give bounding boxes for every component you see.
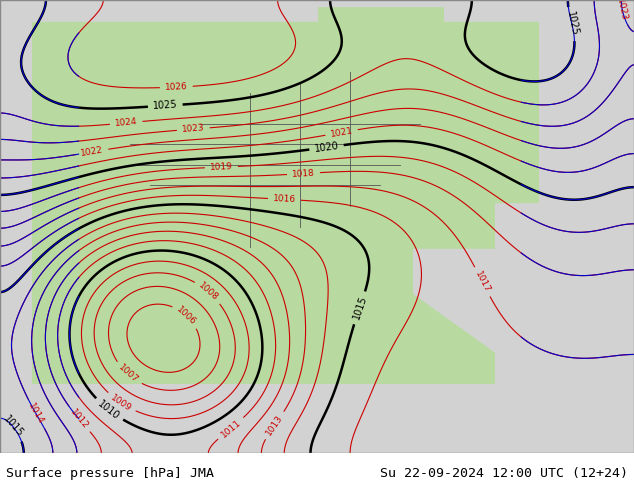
Text: 1026: 1026 <box>165 82 188 92</box>
Text: 1010: 1010 <box>96 398 122 421</box>
Text: 1021: 1021 <box>330 126 354 139</box>
Text: 1019: 1019 <box>210 162 233 172</box>
Text: 1018: 1018 <box>292 169 315 179</box>
Text: 1014: 1014 <box>27 402 46 426</box>
Text: 1025: 1025 <box>564 11 579 37</box>
Text: 1017: 1017 <box>473 270 491 294</box>
Text: 1006: 1006 <box>175 304 198 327</box>
Text: 1008: 1008 <box>197 281 220 303</box>
Text: 1020: 1020 <box>314 141 339 154</box>
Text: 1015: 1015 <box>351 294 368 321</box>
Text: 1023: 1023 <box>616 0 629 22</box>
Text: 1012: 1012 <box>68 408 90 431</box>
Text: 1015: 1015 <box>1 414 25 439</box>
Text: 1016: 1016 <box>273 194 296 204</box>
Text: 1013: 1013 <box>264 414 285 438</box>
Text: 1022: 1022 <box>80 146 104 158</box>
Text: Surface pressure [hPa] JMA: Surface pressure [hPa] JMA <box>6 467 214 480</box>
Text: 1011: 1011 <box>219 417 243 440</box>
Text: 1023: 1023 <box>181 123 205 134</box>
Text: 1007: 1007 <box>117 363 140 385</box>
Text: 1009: 1009 <box>109 393 133 413</box>
Text: 1025: 1025 <box>153 100 178 111</box>
Text: 1024: 1024 <box>115 118 138 128</box>
Text: Su 22-09-2024 12:00 UTC (12+24): Su 22-09-2024 12:00 UTC (12+24) <box>380 467 628 480</box>
